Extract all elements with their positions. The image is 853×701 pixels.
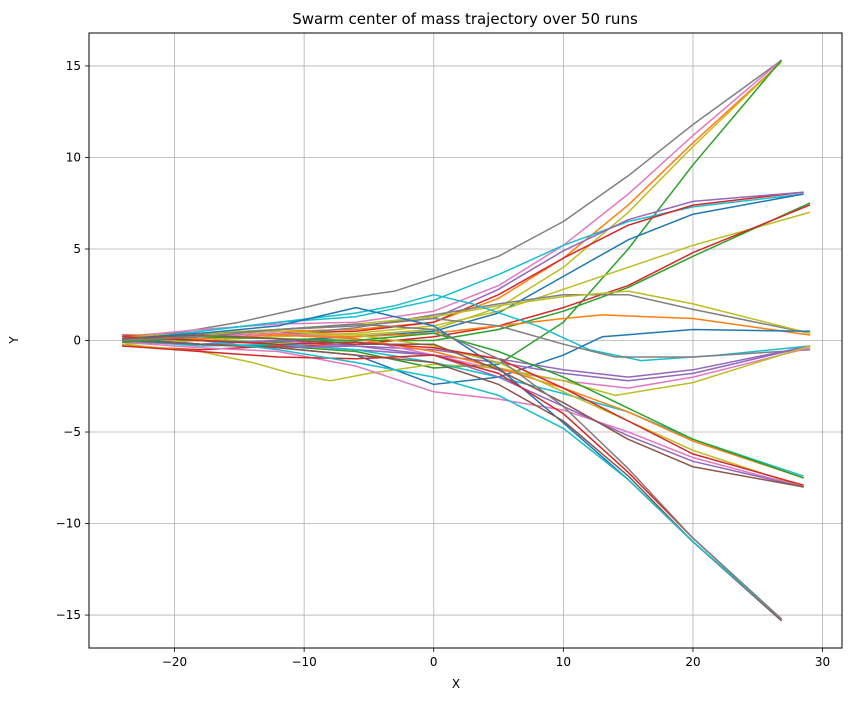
series-line-21 [121, 332, 811, 389]
series-group [121, 59, 811, 622]
series-line-26 [121, 341, 804, 488]
x-axis: −20 −10 0 10 20 30 [162, 648, 830, 669]
y-axis-label: Y [7, 336, 21, 345]
y-tick-label: 0 [73, 334, 81, 348]
series-line-1 [121, 59, 782, 340]
series-line-16 [121, 293, 811, 362]
series-line-31 [121, 336, 782, 620]
y-tick-label: 10 [66, 150, 81, 164]
series-line-10 [121, 211, 811, 345]
series-line-30 [121, 345, 782, 620]
x-tick-label: 30 [815, 655, 830, 669]
series-line-32 [121, 332, 804, 479]
y-tick-label: −10 [56, 517, 81, 531]
series-line-29 [121, 339, 782, 622]
x-tick-label: 20 [685, 655, 700, 669]
series-line-35 [121, 323, 782, 620]
series-line-18 [121, 317, 811, 358]
series-line-14 [121, 290, 811, 338]
y-tick-label: −15 [56, 608, 81, 622]
x-tick-label: −20 [162, 655, 187, 669]
series-line-22 [121, 343, 811, 397]
chart-title: Swarm center of mass trajectory over 50 … [292, 10, 638, 28]
series-line-11 [121, 202, 811, 344]
y-tick-label: 5 [73, 242, 81, 256]
y-tick-label: −5 [63, 425, 81, 439]
series-line-34 [121, 334, 804, 488]
x-tick-label: −10 [291, 655, 316, 669]
y-tick-label: 15 [66, 59, 81, 73]
y-axis: −15 −10 −5 0 5 10 15 [56, 59, 89, 622]
x-axis-label: X [452, 677, 460, 691]
series-line-12 [121, 204, 811, 351]
x-tick-label: 0 [430, 655, 438, 669]
series-line-33 [121, 336, 804, 486]
x-tick-label: 10 [556, 655, 571, 669]
